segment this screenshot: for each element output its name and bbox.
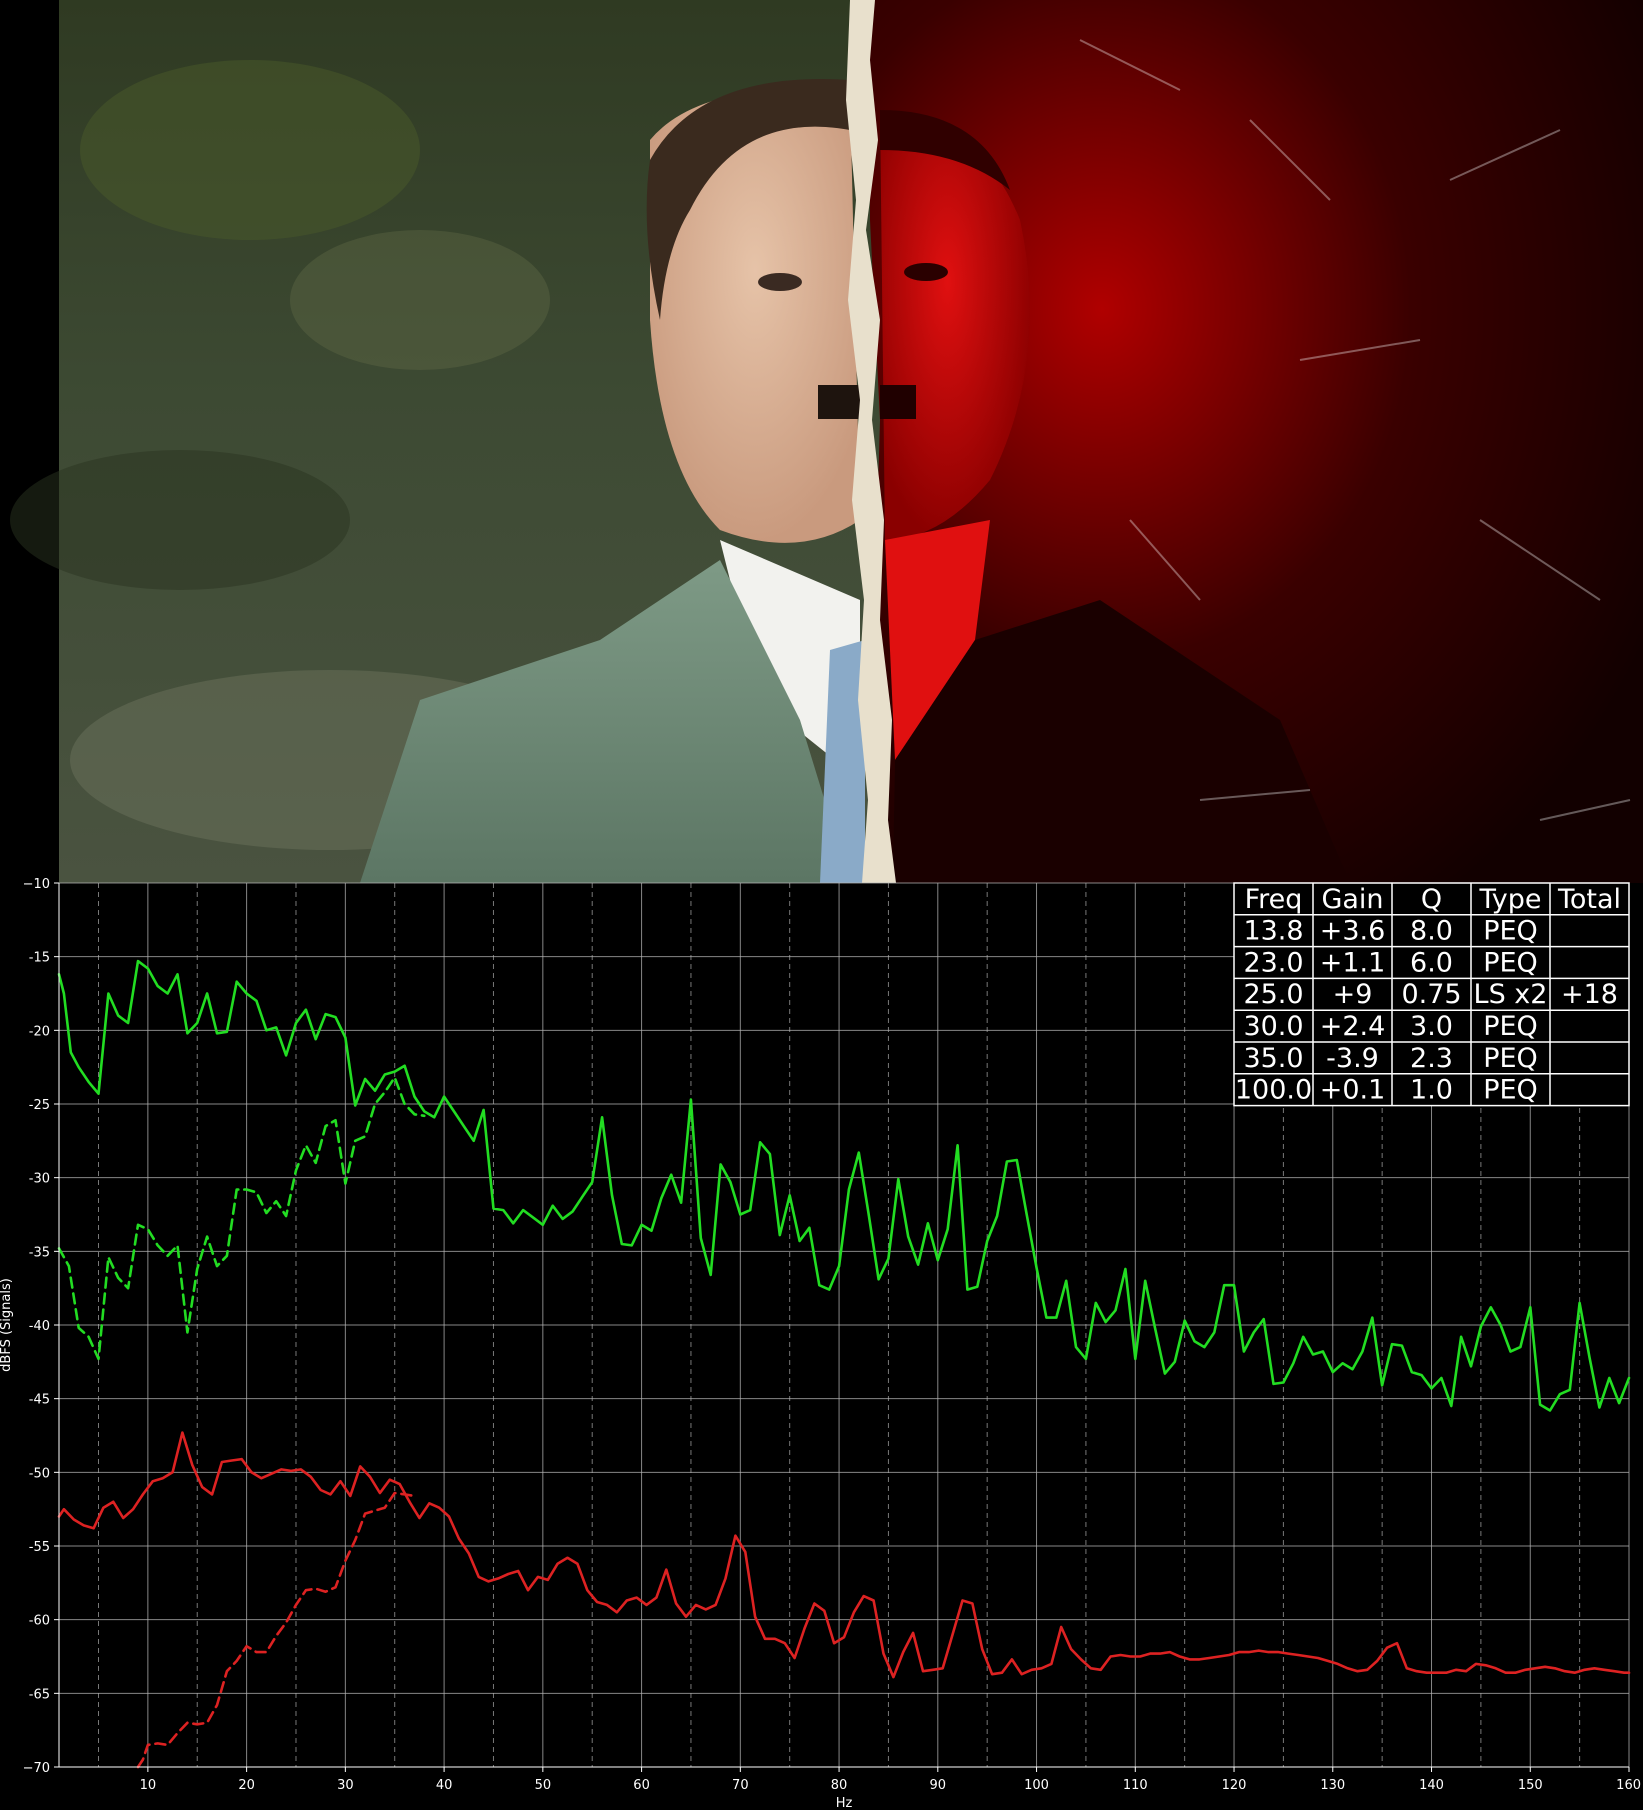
table-frame bbox=[1233, 882, 1630, 1107]
series-line-2 bbox=[57, 1076, 426, 1361]
table-cell: 8.0 bbox=[1410, 916, 1453, 947]
x-tick-label: 90 bbox=[930, 1778, 947, 1793]
y-tick-label: -50 bbox=[29, 1466, 50, 1481]
x-tick-label: 30 bbox=[337, 1778, 354, 1793]
y-tick-label: -15 bbox=[29, 951, 50, 966]
x-tick-label: 100 bbox=[1024, 1778, 1049, 1793]
x-tick-label: 110 bbox=[1123, 1778, 1148, 1793]
y-tick-label: -60 bbox=[29, 1614, 50, 1629]
series-line-3 bbox=[57, 1431, 1631, 1679]
table-cell: 6.0 bbox=[1410, 947, 1453, 978]
table-header-cell: Freq bbox=[1245, 884, 1303, 915]
x-tick-label: 70 bbox=[732, 1778, 749, 1793]
table-cell: 35.0 bbox=[1243, 1043, 1303, 1074]
y-axis-label: dBFS (Signals) bbox=[0, 1278, 14, 1372]
table-cell: +1.1 bbox=[1320, 947, 1386, 978]
table-header-cell: Type bbox=[1478, 884, 1541, 915]
filter-table: Freq Gain Q Type Total 13.8 +3.6 8.0 PEQ 23.0 +1.1… bbox=[1233, 882, 1630, 1107]
y-tick-label: -20 bbox=[29, 1024, 50, 1039]
y-tick-label: -30 bbox=[29, 1172, 50, 1187]
table-cell: +2.4 bbox=[1320, 1011, 1386, 1042]
table-cell: +3.6 bbox=[1320, 916, 1386, 947]
major-grid bbox=[59, 882, 1630, 1768]
x-axis-label: Hz bbox=[836, 1796, 853, 1810]
table-cell: PEQ bbox=[1483, 1043, 1538, 1074]
table-cell: 13.8 bbox=[1243, 916, 1303, 947]
x-tick-label: 140 bbox=[1419, 1778, 1444, 1793]
table-cell: 25.0 bbox=[1243, 979, 1303, 1010]
table-header-cell: Gain bbox=[1321, 884, 1383, 915]
table-cell: 0.75 bbox=[1401, 979, 1461, 1010]
series-layer bbox=[57, 959, 1631, 1769]
y-tick-label: -65 bbox=[29, 1687, 50, 1702]
x-tick-label: 160 bbox=[1616, 1778, 1641, 1793]
x-tick-label: 40 bbox=[436, 1778, 453, 1793]
table-cell: 30.0 bbox=[1243, 1011, 1303, 1042]
table-cell: 2.3 bbox=[1410, 1043, 1453, 1074]
x-tick-label: 10 bbox=[140, 1778, 157, 1793]
table-cell: -3.9 bbox=[1326, 1043, 1379, 1074]
y-tick-label: -45 bbox=[29, 1393, 50, 1408]
table-cell: +0.1 bbox=[1320, 1075, 1386, 1106]
table-cell: 3.0 bbox=[1410, 1011, 1453, 1042]
x-tick-label: 130 bbox=[1320, 1778, 1345, 1793]
table-cell: PEQ bbox=[1483, 947, 1538, 978]
y-tick-label: −70 bbox=[23, 1761, 50, 1776]
x-tick-labels: 10 20 30 40 50 60 70 80 90 100 110 120 130 140 150 160 bbox=[58, 883, 1641, 1793]
series-line-1 bbox=[57, 959, 1631, 1412]
table-cell: 23.0 bbox=[1243, 947, 1303, 978]
x-tick-label: 120 bbox=[1222, 1778, 1247, 1793]
x-tick-label: 20 bbox=[238, 1778, 255, 1793]
x-tick-label: 50 bbox=[535, 1778, 552, 1793]
series-line-4 bbox=[136, 1491, 416, 1769]
x-tick-label: 150 bbox=[1518, 1778, 1543, 1793]
y-tick-label: -25 bbox=[29, 1098, 50, 1113]
table-cell: 1.0 bbox=[1410, 1075, 1453, 1106]
y-tick-label: −10 bbox=[23, 877, 50, 892]
y-tick-label: -35 bbox=[29, 1245, 50, 1260]
y-tick-label: -40 bbox=[29, 1319, 50, 1334]
table-cell: 100.0 bbox=[1235, 1075, 1312, 1106]
table-cell: PEQ bbox=[1483, 1075, 1538, 1106]
frequency-response-chart: −10-15-20-25-30-35-40-45-50-55-60-65−70 … bbox=[0, 877, 1641, 1810]
table-cell: PEQ bbox=[1483, 916, 1538, 947]
x-tick-label: 60 bbox=[633, 1778, 650, 1793]
table-cell: +18 bbox=[1561, 979, 1618, 1010]
table-cell: +9 bbox=[1333, 979, 1373, 1010]
y-tick-label: -55 bbox=[29, 1540, 50, 1555]
table-header-cell: Q bbox=[1421, 884, 1442, 915]
x-tick-label: 80 bbox=[831, 1778, 848, 1793]
portrait-photo bbox=[10, 0, 1643, 883]
y-tick-labels: −10 -15 -20 -25 -30 -35 -40 -45 -50 -55 -60 -65 −70 bbox=[23, 877, 59, 1776]
table-header-cell: Total bbox=[1557, 884, 1621, 915]
table-cell: PEQ bbox=[1483, 1011, 1538, 1042]
table-cell: LS x2 bbox=[1474, 979, 1548, 1010]
